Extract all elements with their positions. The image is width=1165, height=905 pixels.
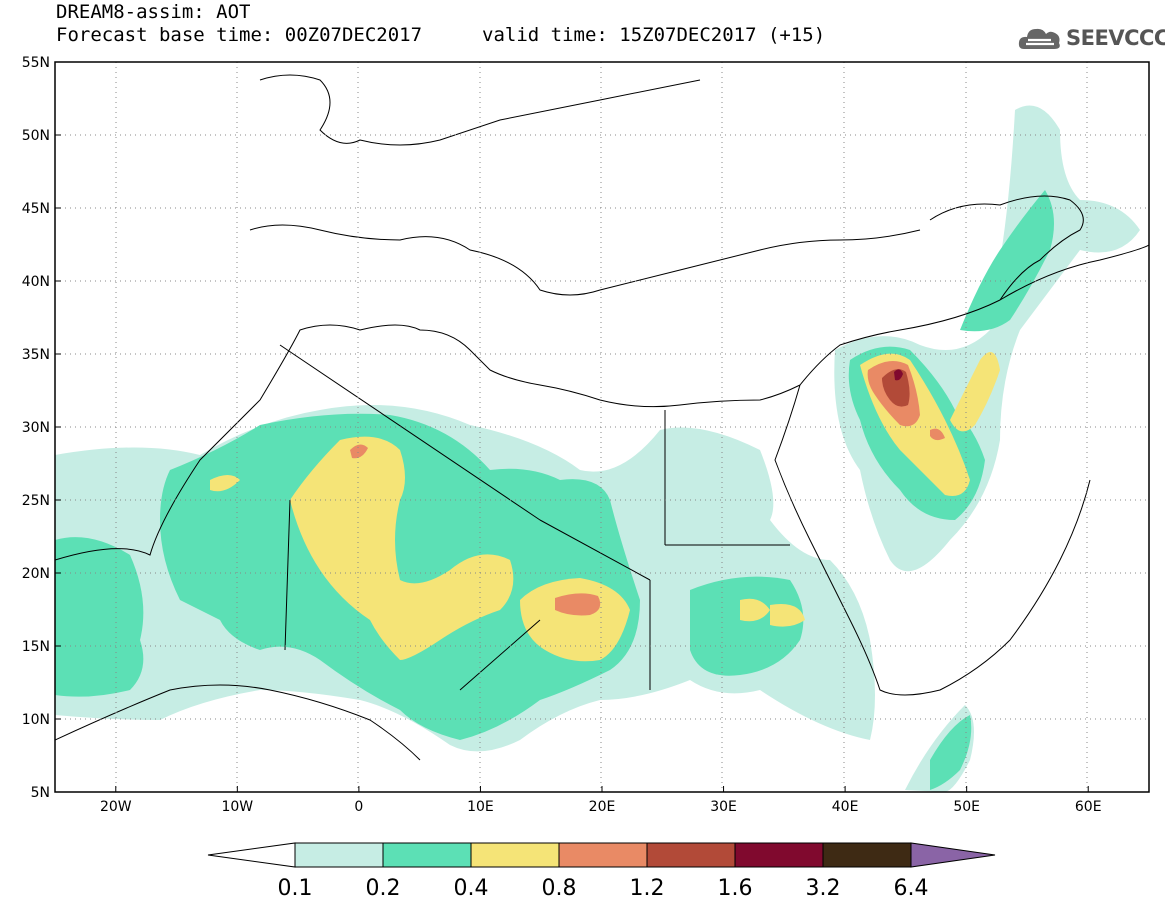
logo-text: SEEVCCC [1066, 26, 1165, 50]
colorbar-label: 0.4 [454, 876, 489, 901]
lat-label: 15N [22, 639, 50, 655]
lon-label: 20E [589, 799, 616, 815]
colorbar-label: 6.4 [894, 876, 929, 901]
lat-label: 35N [22, 347, 50, 363]
colorbar-segment [734, 842, 824, 868]
lon-label: 0 [354, 799, 363, 815]
aot-level-1.6 [894, 369, 903, 381]
latitude-labels: 55N 50N 45N 40N 35N 30N 25N 20N 15N 10N 5N [22, 55, 50, 801]
axis-ticks [55, 61, 1089, 793]
lat-label: 55N [22, 55, 50, 71]
lat-label: 45N [22, 201, 50, 217]
lat-label: 25N [22, 493, 50, 509]
lon-label: 60E [1075, 799, 1102, 815]
colorbar-label: 0.1 [278, 876, 313, 901]
forecast-base-time: Forecast base time: 00Z07DEC2017 [56, 24, 423, 46]
colorbar-segment [646, 842, 736, 868]
lat-label: 10N [22, 712, 50, 728]
colorbar-label: 3.2 [806, 876, 841, 901]
lon-label: 30E [710, 799, 737, 815]
lat-label: 50N [22, 128, 50, 144]
seevccc-logo: SEEVCCC [1018, 22, 1165, 54]
colorbar-high-arrow [910, 842, 996, 868]
colorbar-label: 0.2 [366, 876, 401, 901]
colorbar-segment [558, 842, 648, 868]
aot-shading [55, 105, 1140, 792]
colorbar-label: 1.6 [718, 876, 753, 901]
lon-label: 20W [100, 799, 132, 815]
lat-label: 40N [22, 274, 50, 290]
aot-level-0.2 [55, 190, 1054, 790]
colorbar-segment [822, 842, 912, 868]
aot-level-0.4 [210, 352, 1000, 662]
lat-label: 20N [22, 566, 50, 582]
colorbar-segment [294, 842, 384, 868]
colorbar-label: 1.2 [630, 876, 665, 901]
colorbar-segment [382, 842, 472, 868]
valid-time: valid time: 15Z07DEC2017 (+15) [482, 24, 826, 46]
colorbar-segment [470, 842, 560, 868]
lon-label: 10E [467, 799, 494, 815]
longitude-labels: 20W 10W 0 10E 20E 30E 40E 50E 60E [100, 799, 1102, 815]
cloud-icon [1018, 28, 1060, 49]
coastlines [55, 74, 1149, 761]
map-title: DREAM8-assim: AOT [56, 1, 251, 23]
colorbar-label: 0.8 [542, 876, 577, 901]
gridlines [55, 62, 1149, 792]
colorbar-labels: 0.1 0.2 0.4 0.8 1.2 1.6 3.2 6.4 [278, 876, 929, 901]
lat-label: 5N [31, 785, 50, 801]
aot-level-1.2 [882, 369, 910, 407]
colorbar [207, 842, 996, 868]
lon-label: 10W [221, 799, 253, 815]
lon-label: 40E [832, 799, 859, 815]
colorbar-low-arrow [207, 842, 296, 868]
lon-label: 50E [953, 799, 980, 815]
lat-label: 30N [22, 420, 50, 436]
